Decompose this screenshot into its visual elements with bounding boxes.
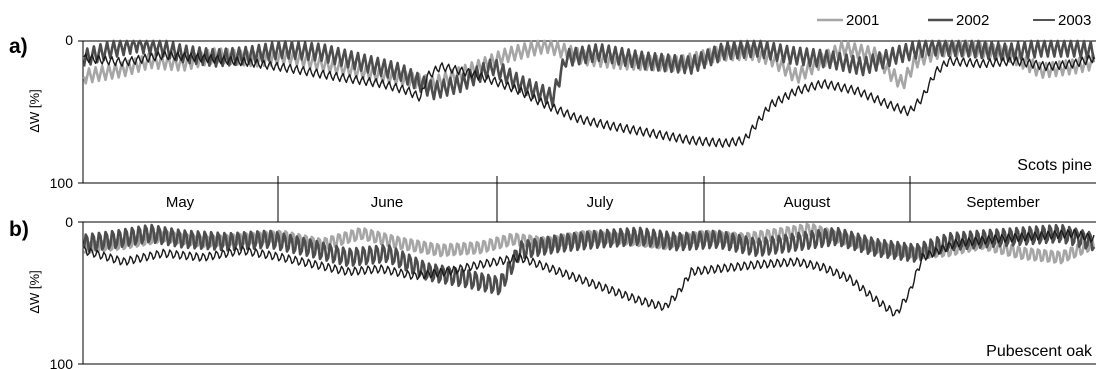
month-label-september: September bbox=[966, 194, 1039, 211]
legend-item-2002: 2002 bbox=[928, 12, 989, 29]
panel-a-series-2001 bbox=[82, 39, 1096, 92]
legend-item-2003: 2003 bbox=[1033, 12, 1091, 29]
panel-b-ytick-100: 100 bbox=[50, 356, 74, 369]
panel-a-series-2003 bbox=[83, 50, 1095, 148]
panel-b-letter: b) bbox=[9, 218, 29, 241]
panel-a-series bbox=[82, 39, 1096, 148]
month-label-july: July bbox=[587, 194, 614, 211]
panel-b-species: Pubescent oak bbox=[986, 343, 1093, 360]
legend: 2001 2002 2003 bbox=[817, 12, 1091, 29]
legend-label-2001: 2001 bbox=[846, 12, 879, 29]
month-label-june: June bbox=[371, 194, 404, 211]
panel-a-ytick-0: 0 bbox=[65, 32, 73, 48]
panel-a-ylabel: ΔW [%] bbox=[27, 89, 42, 132]
legend-item-2001: 2001 bbox=[817, 12, 879, 29]
panel-b: b) 0 100 ΔW [%] Pubescent oak bbox=[9, 214, 1096, 369]
panel-b-series bbox=[82, 222, 1096, 317]
month-strip: May June July August September bbox=[83, 176, 1096, 222]
month-label-august: August bbox=[784, 194, 832, 211]
panel-a: a) 0 100 ΔW [%] Scots pine bbox=[9, 32, 1096, 191]
panel-a-species: Scots pine bbox=[1017, 157, 1092, 174]
month-label-may: May bbox=[166, 194, 195, 211]
panel-a-series-2002 bbox=[82, 39, 1096, 108]
panel-b-series-2003 bbox=[83, 228, 1095, 317]
panel-b-ylabel: ΔW [%] bbox=[27, 270, 42, 313]
legend-label-2002: 2002 bbox=[956, 12, 989, 29]
legend-label-2003: 2003 bbox=[1058, 12, 1091, 29]
panel-b-series-2002 bbox=[82, 223, 1096, 296]
panel-a-ytick-100: 100 bbox=[50, 175, 74, 191]
panel-b-ytick-0: 0 bbox=[65, 214, 73, 230]
panel-a-letter: a) bbox=[9, 35, 28, 58]
